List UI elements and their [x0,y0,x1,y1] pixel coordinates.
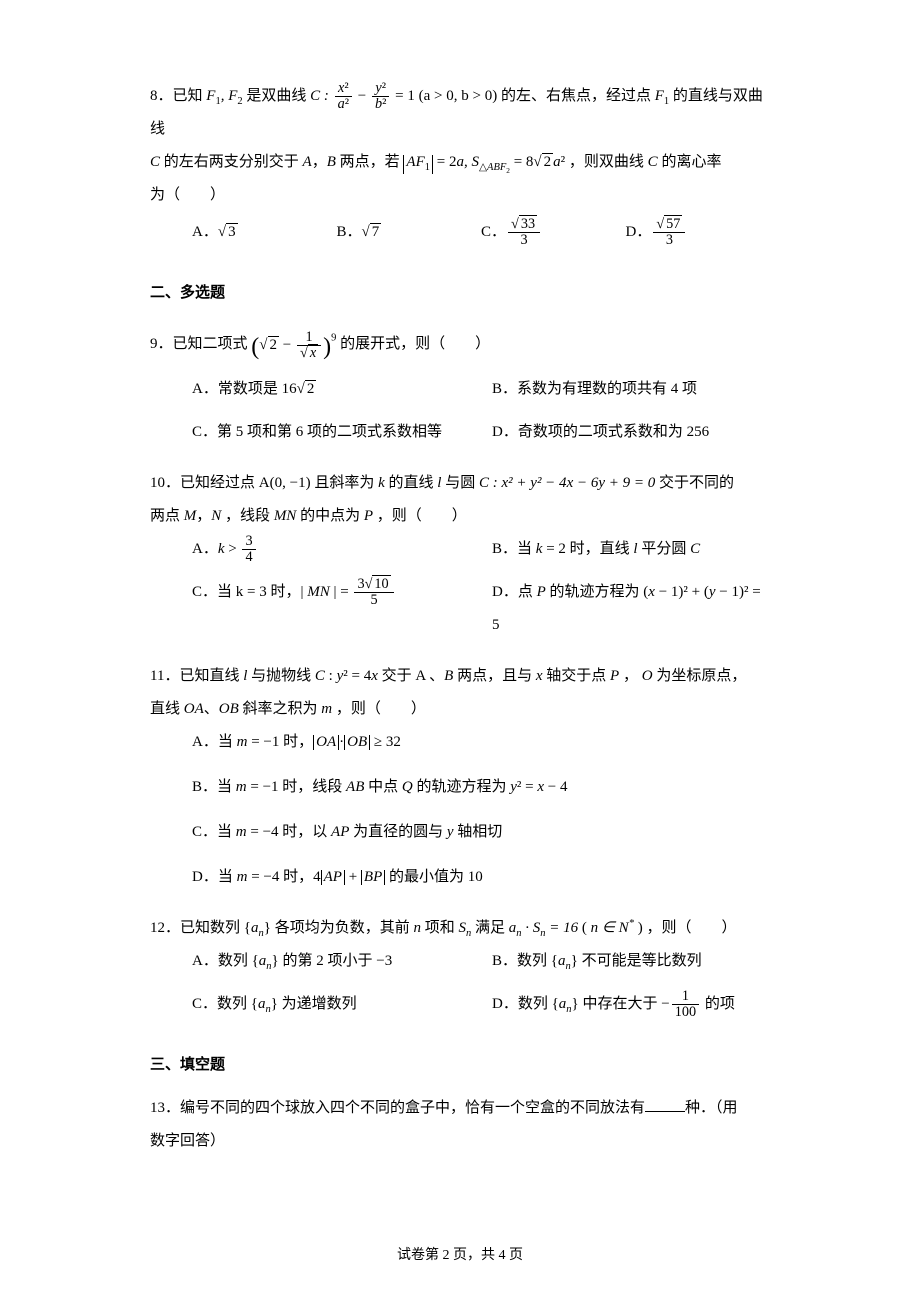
exam-page: 8．已知 F1, F2 是双曲线 C : x²a² − y²b² = 1 (a … [0,0,920,1302]
question-8: 8．已知 F1, F2 是双曲线 C : x²a² − y²b² = 1 (a … [150,80,770,249]
q12-stem: 12．已知数列 {an} 各项均为负数，其前 n 项和 Sn 满足 an · S… [150,912,770,945]
q8-opt-D: D．√573 [626,216,771,249]
q13-line1: 13．编号不同的四个球放入四个不同的盒子中，恰有一个空盒的不同放法有种．（用 [150,1092,770,1125]
question-10: 10．已知经过点 A(0, −1) 且斜率为 k 的直线 l 与圆 C : x²… [150,467,770,642]
q9-opt-D: D．奇数项的二项式系数和为 256 [492,416,770,449]
q11-options: A．当 m = −1 时，OA·OB ≥ 32 B．当 m = −1 时，线段 … [192,726,770,894]
q9-stem: 9．已知二项式 (√2 − 1√x)9 的展开式，则（ ） [150,320,770,373]
q11-opt-C: C．当 m = −4 时，以 AP 为直径的圆与 y 轴相切 [192,816,770,849]
q10-opt-D: D．点 P 的轨迹方程为 (x − 1)² + (y − 1)² = 5 [492,576,770,642]
q8-opt-C: C．√333 [481,216,626,249]
q8-options: A．√3 B．√7 C．√333 D．√573 [192,216,770,249]
q11-opt-A: A．当 m = −1 时，OA·OB ≥ 32 [192,726,770,759]
q10-stem: 10．已知经过点 A(0, −1) 且斜率为 k 的直线 l 与圆 C : x²… [150,467,770,500]
q10-num: 10． [150,475,180,491]
q8-opt-B: B．√7 [337,216,482,249]
q10-opt-A: A．k > 34 [192,533,492,566]
q12-num: 12． [150,920,180,936]
q8-num: 8． [150,88,173,104]
q9-options: A．常数项是 16√2 B．系数为有理数的项共有 4 项 C．第 5 项和第 6… [192,373,770,449]
section-fill-title: 三、填空题 [150,1049,770,1082]
question-13: 13．编号不同的四个球放入四个不同的盒子中，恰有一个空盒的不同放法有种．（用 数… [150,1092,770,1158]
q8-line3: 为（ ） [150,179,770,212]
q8-f1f2: F1, F2 [206,88,242,104]
q8-opt-A: A．√3 [192,216,337,249]
question-11: 11．已知直线 l 与抛物线 C : y² = 4x 交于 A 、B 两点，且与… [150,660,770,894]
q8-stem: 8．已知 F1, F2 是双曲线 C : x²a² − y²b² = 1 (a … [150,80,770,146]
q11-num: 11． [150,668,179,684]
q13-num: 13． [150,1100,180,1116]
q12-opt-D: D．数列 {an} 中存在大于 −1100 的项 [492,988,770,1021]
q9-num: 9． [150,337,173,353]
section-multi-title: 二、多选题 [150,277,770,310]
q10-opt-C: C．当 k = 3 时，| MN | = 3√105 [192,576,492,642]
q11-stem: 11．已知直线 l 与抛物线 C : y² = 4x 交于 A 、B 两点，且与… [150,660,770,693]
question-9: 9．已知二项式 (√2 − 1√x)9 的展开式，则（ ） A．常数项是 16√… [150,320,770,449]
q12-opt-A: A．数列 {an} 的第 2 项小于 −3 [192,945,492,978]
q12-opt-C: C．数列 {an} 为递增数列 [192,988,492,1021]
question-12: 12．已知数列 {an} 各项均为负数，其前 n 项和 Sn 满足 an · S… [150,912,770,1021]
fill-blank[interactable] [645,1111,685,1112]
q13-line2: 数字回答） [150,1125,770,1158]
q9-opt-C: C．第 5 项和第 6 项的二项式系数相等 [192,416,492,449]
q12-options: A．数列 {an} 的第 2 项小于 −3 B．数列 {an} 不可能是等比数列… [192,945,770,1021]
q9-opt-A: A．常数项是 16√2 [192,373,492,406]
q11-line2: 直线 OA、OB 斜率之积为 m ，则（ ） [150,693,770,726]
q11-opt-D: D．当 m = −4 时，4AP + BP 的最小值为 10 [192,861,770,894]
q10-line2: 两点 M，N ，线段 MN 的中点为 P ，则（ ） [150,500,770,533]
q10-options: A．k > 34 B．当 k = 2 时，直线 l 平分圆 C C．当 k = … [192,533,770,642]
q9-opt-B: B．系数为有理数的项共有 4 项 [492,373,770,406]
q12-opt-B: B．数列 {an} 不可能是等比数列 [492,945,770,978]
q10-opt-B: B．当 k = 2 时，直线 l 平分圆 C [492,533,770,566]
page-footer: 试卷第 2 页，共 4 页 [0,1241,920,1272]
q11-opt-B: B．当 m = −1 时，线段 AB 中点 Q 的轨迹方程为 y² = x − … [192,771,770,804]
q8-line2: C 的左右两支分别交于 A，B 两点，若 AF1 = 2a, S△ABF2 = … [150,146,770,179]
